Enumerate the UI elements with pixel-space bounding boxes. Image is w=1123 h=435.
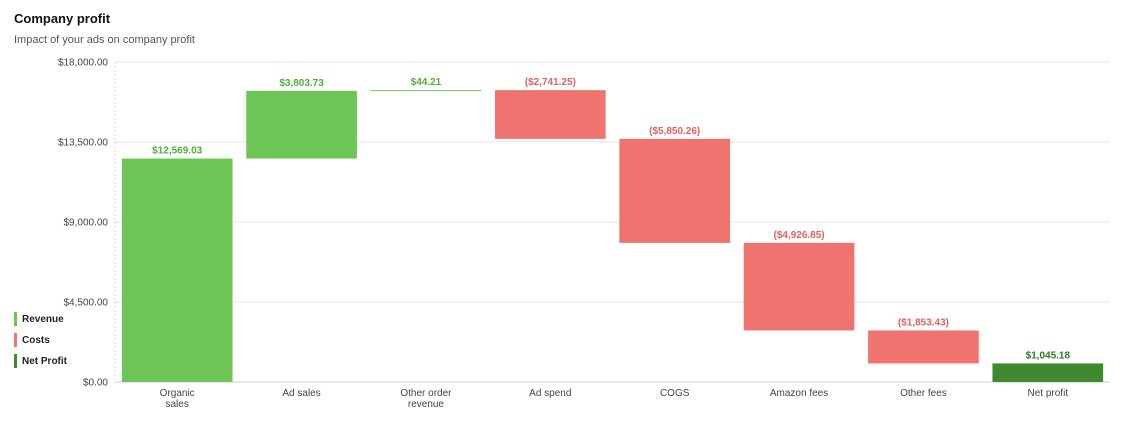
bar-value-label: ($5,850.26) [649,126,700,137]
y-tick-label: $4,500.00 [64,298,109,309]
bar-cost [619,138,731,243]
bar-value-label: ($1,853.43) [898,317,949,328]
chart-subtitle: Impact of your ads on company profit [14,34,195,46]
x-category-label: Organic [160,388,195,399]
x-category-label: Other order [400,388,452,399]
x-category-label: Ad spend [529,388,571,399]
bar-cost [494,90,606,139]
bar-revenue [246,90,357,159]
x-category-label: Amazon fees [770,388,828,399]
bar-value-label: ($2,741.25) [525,77,576,88]
bar-value-label: $44.21 [411,77,442,88]
x-category-label: sales [166,399,189,410]
chart-title: Company profit [14,11,111,26]
y-tick-label: $13,500.00 [58,138,108,149]
x-category-label: COGS [660,388,690,399]
y-tick-label: $18,000.00 [58,58,108,69]
legend-swatch-costs [14,333,17,347]
bar-cost [868,330,979,364]
x-category-label: Ad sales [282,388,320,399]
bar-revenue [121,158,233,382]
legend-item-costs[interactable]: Costs [14,333,67,347]
bar-cost [743,242,855,331]
legend-label-costs: Costs [22,334,50,346]
bar-value-label: ($4,926.85) [773,230,824,241]
bar-net [992,363,1104,382]
legend-label-net-profit: Net Profit [22,355,67,367]
legend-label-revenue: Revenue [22,313,64,325]
x-category-label: Net profit [1028,388,1069,399]
bar-value-label: $1,045.18 [1026,350,1071,361]
chart-legend: Revenue Costs Net Profit [14,312,67,375]
legend-item-revenue[interactable]: Revenue [14,312,67,326]
legend-item-net-profit[interactable]: Net Profit [14,354,67,368]
legend-swatch-net-profit [14,354,17,368]
bar-value-label: $12,569.03 [152,146,202,157]
x-category-label: revenue [408,399,445,410]
legend-swatch-revenue [14,312,17,326]
bar-value-label: $3,803.73 [279,78,324,89]
x-category-label: Other fees [900,388,947,399]
y-tick-label: $0.00 [83,378,108,389]
bar-revenue [370,90,482,92]
y-tick-label: $9,000.00 [64,218,109,229]
